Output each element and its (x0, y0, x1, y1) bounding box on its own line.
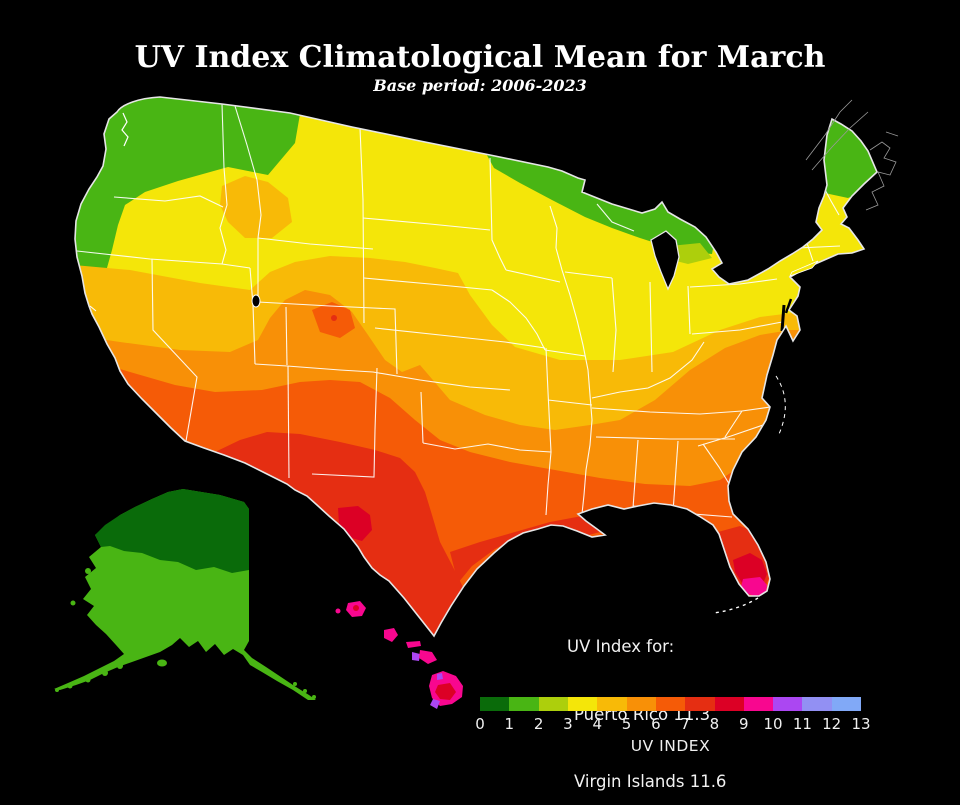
canada-coastline (805, 99, 899, 211)
colorbar-tick-10: 10 (763, 715, 783, 733)
colorbar-ticks: 0 1 2 3 4 5 6 7 8 9 10 11 12 13 (475, 715, 870, 735)
aleutian-island (102, 670, 108, 676)
colorbar-label: UV INDEX (630, 737, 711, 755)
colorbar-tick-4: 4 (592, 715, 602, 733)
colorbar-tick-6: 6 (651, 715, 661, 733)
lanai (412, 652, 420, 661)
great-salt-lake (251, 294, 261, 308)
colorbar-segment-7 (685, 697, 715, 711)
colorbar-segment-10 (773, 697, 803, 711)
colorbar-tick-9: 9 (738, 715, 749, 733)
uv-callout-virgin-islands: Virgin Islands 11.6 (574, 772, 727, 791)
colorbar (480, 697, 862, 711)
colorbar-tick-3: 3 (563, 715, 573, 733)
aleutian-island (55, 688, 59, 692)
colorbar-segment-0 (480, 697, 510, 711)
band-uv-9-10-florida-tip (741, 577, 767, 597)
colorbar-segment-4 (597, 697, 627, 711)
maui (419, 650, 437, 664)
puget-sound (121, 112, 129, 147)
long-island (789, 260, 819, 277)
alexander-archipelago-island (293, 682, 297, 686)
colorbar-tick-2: 2 (533, 715, 544, 733)
alexander-archipelago-island (303, 689, 307, 693)
alexander-archipelago-island (312, 695, 316, 699)
lake-michigan (650, 230, 680, 291)
colorbar-tick-13: 13 (851, 715, 871, 733)
alaska-island (85, 568, 91, 574)
alaska-island (70, 600, 76, 606)
conus-coastline (74, 96, 878, 638)
colorbar-segment-9 (743, 697, 774, 711)
kodiak-island (157, 659, 167, 667)
kauai-center (353, 605, 359, 611)
molokai (406, 641, 421, 648)
colorbar-tick-0: 0 (475, 715, 485, 733)
colorbar-tick-1: 1 (504, 715, 515, 733)
colorbar-segment-1 (509, 697, 539, 711)
alaska-uv-0-1 (95, 489, 249, 573)
big-island-south-peak (430, 699, 440, 709)
colorbar-segment-11 (802, 697, 832, 711)
colorbar-tick-12: 12 (822, 715, 842, 733)
uv-callout: UV Index for: Puerto Rico 11.3 Virgin Is… (567, 591, 726, 805)
band-uv-7-8-gulf-coast (450, 509, 616, 583)
uv-callout-heading: UV Index for: (567, 637, 675, 656)
oahu (384, 628, 398, 642)
alaska (54, 489, 316, 700)
colorbar-tick-5: 5 (621, 715, 632, 733)
aleutian-island (67, 683, 73, 689)
spot-uv-7-8-colorado-peak (331, 315, 337, 321)
colorbar-segment-12 (831, 697, 862, 711)
colorbar-tick-11: 11 (792, 715, 812, 733)
aleutian-island (85, 677, 91, 683)
map-title: UV Index Climatological Mean for March (134, 40, 826, 75)
colorbar-tick-7: 7 (680, 715, 690, 733)
outer-banks (775, 375, 786, 435)
map-subtitle: Base period: 2006-2023 (373, 76, 587, 95)
colorbar-segment-3 (567, 697, 598, 711)
colorbar-segment-2 (538, 697, 568, 711)
niihau (335, 608, 341, 614)
hawaii (335, 601, 463, 709)
chesapeake-bay (780, 304, 786, 332)
aleutian-island (117, 663, 123, 669)
band-uv-7-8-southwest-texas (215, 432, 468, 636)
colorbar-segment-8 (714, 697, 744, 711)
big-island-north-peak (437, 673, 443, 680)
spot-uv-9-10-south-texas (458, 595, 464, 601)
band-uv-4-5-idaho-rockies (220, 176, 292, 238)
colorbar-tick-8: 8 (709, 715, 720, 733)
florida-keys (713, 597, 759, 614)
delaware-bay (784, 298, 793, 314)
san-francisco-bay (89, 305, 97, 312)
band-uv-1-2-upper-midwest (483, 148, 716, 254)
colorbar-segment-6 (655, 697, 686, 711)
big-island-center (435, 683, 456, 700)
colorbar-segment-5 (626, 697, 656, 711)
band-uv-1-2-adirondacks (735, 227, 761, 245)
